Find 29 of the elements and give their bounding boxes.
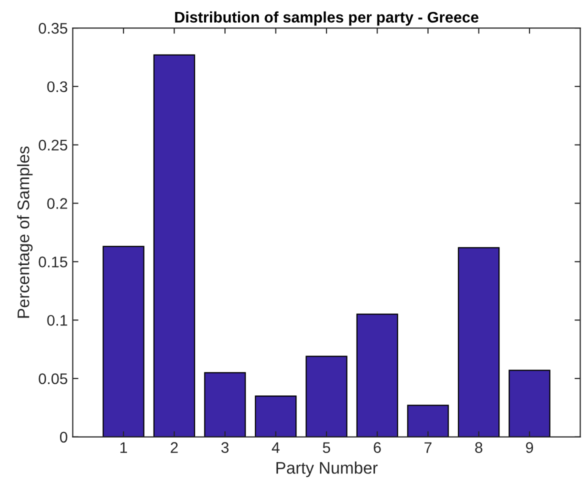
bar xyxy=(508,370,550,437)
x-tick-label: 8 xyxy=(475,442,482,453)
x-tick-label: 3 xyxy=(221,442,229,453)
bar xyxy=(102,246,144,437)
y-tick-label: 0 xyxy=(60,432,68,443)
bar xyxy=(204,372,246,437)
bar xyxy=(458,247,500,437)
y-tick-label: 0.35 xyxy=(38,22,68,34)
chart-title: Distribution of samples per party - Greece xyxy=(175,11,478,26)
bar xyxy=(407,404,449,437)
y-tick-label: 0.25 xyxy=(38,140,68,151)
y-tick-label: 0.2 xyxy=(47,198,68,209)
x-tick-label: 2 xyxy=(170,442,178,453)
x-tick-label: 9 xyxy=(526,442,534,453)
x-tick-label: 6 xyxy=(374,442,381,453)
x-tick-label: 4 xyxy=(272,442,280,453)
y-tick-label: 0.15 xyxy=(38,256,68,268)
x-axis-title: Party Number xyxy=(276,462,378,478)
y-tick-label: 0.1 xyxy=(47,314,68,326)
x-tick-label: 1 xyxy=(120,442,128,453)
y-tick-label: 0.3 xyxy=(47,81,68,92)
bar xyxy=(153,54,196,437)
x-tick-label: 5 xyxy=(322,442,330,453)
bar xyxy=(356,314,398,437)
y-tick-label: 0.05 xyxy=(38,373,68,384)
bar xyxy=(306,356,348,437)
x-tick-label: 7 xyxy=(424,442,432,453)
y-axis-title: Percentage of Samples xyxy=(17,146,33,318)
bar xyxy=(254,395,297,437)
